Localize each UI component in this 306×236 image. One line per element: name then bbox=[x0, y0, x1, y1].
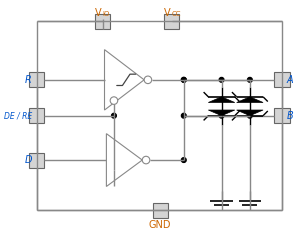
Text: B: B bbox=[287, 111, 293, 121]
Bar bbox=[29, 72, 44, 87]
Text: IO: IO bbox=[103, 11, 110, 17]
Bar bbox=[274, 108, 289, 123]
Polygon shape bbox=[237, 110, 263, 116]
Text: D: D bbox=[24, 155, 32, 165]
Circle shape bbox=[110, 97, 118, 104]
Text: CC: CC bbox=[172, 11, 181, 17]
Bar bbox=[29, 108, 44, 123]
Circle shape bbox=[144, 76, 152, 84]
Circle shape bbox=[181, 113, 186, 118]
Circle shape bbox=[181, 77, 186, 82]
Circle shape bbox=[219, 77, 224, 82]
Circle shape bbox=[248, 77, 252, 82]
Circle shape bbox=[248, 113, 252, 118]
Circle shape bbox=[181, 158, 186, 162]
Bar bbox=[164, 14, 179, 29]
Circle shape bbox=[181, 77, 186, 82]
Text: V: V bbox=[95, 8, 102, 17]
Circle shape bbox=[112, 113, 116, 118]
Polygon shape bbox=[237, 97, 263, 102]
Bar bbox=[29, 152, 44, 168]
Circle shape bbox=[142, 156, 150, 164]
Text: DE / RE: DE / RE bbox=[4, 111, 32, 120]
Polygon shape bbox=[208, 110, 235, 116]
Polygon shape bbox=[208, 97, 235, 102]
Text: R: R bbox=[25, 75, 32, 85]
Circle shape bbox=[219, 113, 224, 118]
Text: A: A bbox=[287, 75, 293, 85]
Bar bbox=[274, 72, 289, 87]
Bar bbox=[153, 202, 168, 218]
Text: V: V bbox=[164, 8, 170, 17]
Bar bbox=[95, 14, 110, 29]
Text: GND: GND bbox=[149, 220, 171, 231]
